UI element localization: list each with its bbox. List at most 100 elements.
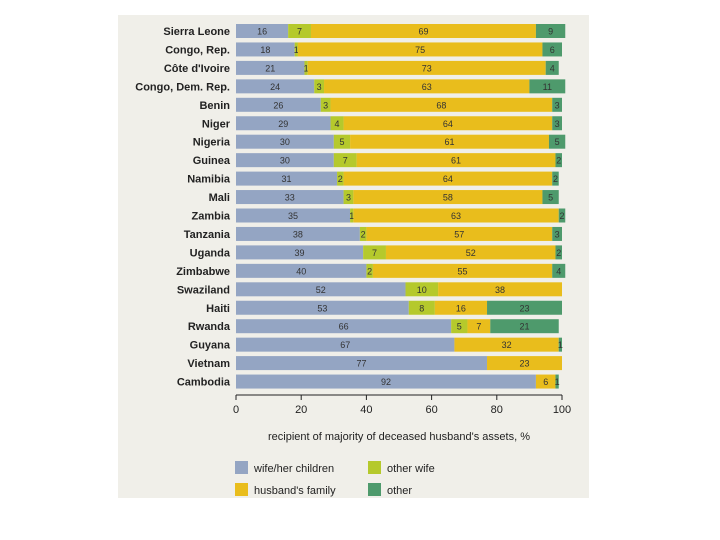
bar-benin-husband-s-family [330,97,553,112]
data-label-sierra-leone-husband-s-family: 69 [418,27,428,37]
data-label-benin-other: 3 [555,100,560,110]
data-label-tanzania-other-wife: 2 [361,229,366,239]
bar-c-te-d-ivoire-wife-her-children [236,60,305,75]
data-label-zimbabwe-wife-her-children: 40 [296,266,306,276]
data-label-namibia-other-wife: 2 [338,174,343,184]
legend: wife/her children other wife husband's fam… [235,461,435,497]
data-label-zambia-other: 2 [559,211,564,221]
bar-cambodia-husband-s-family [535,374,556,389]
legend-label-other: other [387,485,412,497]
data-label-vietnam-wife-her-children: 77 [357,359,367,369]
data-label-zimbabwe-other: 4 [556,266,561,276]
category-label-congo-dem-rep: Congo, Dem. Rep. [135,81,230,93]
data-label-nigeria-other-wife: 5 [339,137,344,147]
category-label-guinea: Guinea [193,155,231,167]
data-label-mali-wife-her-children: 33 [285,193,295,203]
data-label-guinea-other-wife: 7 [343,156,348,166]
data-label-guinea-husband-s-family: 61 [451,156,461,166]
bar-zambia-wife-her-children [236,208,351,223]
category-label-niger: Niger [202,118,231,130]
data-label-swaziland-other-wife: 10 [417,285,427,295]
data-label-congo-rep-wife-her-children: 18 [260,45,270,55]
data-label-mali-husband-s-family: 58 [443,193,453,203]
data-label-benin-husband-s-family: 68 [436,100,446,110]
bar-congo-dem-rep-other [529,79,566,94]
bar-zimbabwe-other [552,263,566,278]
category-label-c-te-d-ivoire: Côte d'Ivoire [164,63,230,75]
category-label-rwanda: Rwanda [188,321,231,333]
data-label-congo-rep-husband-s-family: 75 [415,45,425,55]
x-tick-label-80: 80 [491,404,503,416]
x-tick-label-100: 100 [553,404,571,416]
data-label-benin-other-wife: 3 [323,100,328,110]
x-axis: 0 20 40 60 80 100 [233,394,571,416]
bar-sierra-leone-husband-s-family [310,24,536,38]
bar-guinea-other-wife [333,153,357,168]
category-label-swaziland: Swaziland [177,284,230,296]
data-label-nigeria-husband-s-family: 61 [445,137,455,147]
bar-benin-wife-her-children [236,97,321,112]
x-tick-label-40: 40 [360,404,372,416]
category-label-zambia: Zambia [191,211,230,223]
data-label-uganda-wife-her-children: 39 [295,248,305,258]
data-label-niger-wife-her-children: 29 [278,119,288,129]
category-labels: Sierra Leone Congo, Rep. Côte d'Ivoire Cong… [135,26,231,389]
bar-uganda-other-wife [363,245,386,260]
legend-swatch-other-wife [368,461,381,474]
legend-swatch-other [368,483,381,496]
data-label-c-te-d-ivoire-other-wife: 1 [304,63,309,73]
bar-nigeria-husband-s-family [350,134,549,149]
bar-congo-rep-husband-s-family [297,42,543,57]
data-label-vietnam-husband-s-family: 23 [520,359,530,369]
bar-tanzania-husband-s-family [366,226,553,241]
bar-guinea-other [555,153,562,168]
data-label-rwanda-other-wife: 5 [457,322,462,332]
data-label-mali-other: 5 [548,193,553,203]
data-label-niger-other: 3 [555,119,560,129]
bar-cambodia-other [555,374,559,389]
bar-nigeria-wife-her-children [236,134,334,149]
bar-haiti-other-wife [408,300,435,315]
data-label-congo-dem-rep-other-wife: 3 [317,82,322,92]
x-tick-label-20: 20 [295,404,307,416]
category-label-congo-rep: Congo, Rep. [165,44,230,56]
bar-haiti-husband-s-family [434,300,488,315]
data-label-guyana-wife-her-children: 67 [340,340,350,350]
bar-sierra-leone-wife-her-children [236,24,289,38]
category-label-nigeria: Nigeria [193,137,231,149]
data-label-guyana-other: 1 [558,340,563,350]
data-label-guinea-wife-her-children: 30 [280,156,290,166]
category-label-tanzania: Tanzania [184,229,231,241]
data-label-zimbabwe-husband-s-family: 55 [458,266,468,276]
legend-swatch-husband-s-family [235,483,248,496]
bar-benin-other-wife [320,97,331,112]
bar-sierra-leone-other-wife [288,24,311,38]
data-label-congo-dem-rep-other: 11 [543,82,552,92]
chart-panel: 16 7 69 9 18 1 75 6 21 1 73 4 24 3 63 11 26 3 68 3 29 4 64 3 30 5… [118,15,589,498]
data-label-tanzania-husband-s-family: 57 [454,229,464,239]
bar-guyana-husband-s-family [454,337,559,352]
data-label-niger-husband-s-family: 64 [443,119,453,129]
bar-guyana-wife-her-children [236,337,455,352]
category-label-vietnam: Vietnam [187,358,230,370]
bar-rwanda-other-wife [451,319,468,334]
data-label-sierra-leone-other-wife: 7 [297,27,302,37]
bar-tanzania-other [552,226,562,241]
bar-congo-rep-other-wife [294,42,298,57]
bar-mali-husband-s-family [353,190,543,205]
x-axis-title: recipient of majority of deceased husban… [268,431,530,443]
bar-vietnam-wife-her-children [236,356,488,371]
data-label-uganda-other-wife: 7 [372,248,377,258]
data-label-sierra-leone-wife-her-children: 16 [257,27,267,37]
data-label-rwanda-husband-s-family: 7 [476,322,481,332]
category-label-uganda: Uganda [190,247,231,259]
bar-haiti-wife-her-children [236,300,409,315]
data-label-cambodia-husband-s-family: 6 [543,377,548,387]
data-label-namibia-husband-s-family: 64 [443,174,453,184]
bar-tanzania-other-wife [359,226,367,241]
data-label-niger-other-wife: 4 [335,119,340,129]
bar-swaziland-other-wife [405,282,439,297]
data-label-cambodia-other: 1 [555,377,560,387]
bar-vietnam-husband-s-family [487,356,562,371]
